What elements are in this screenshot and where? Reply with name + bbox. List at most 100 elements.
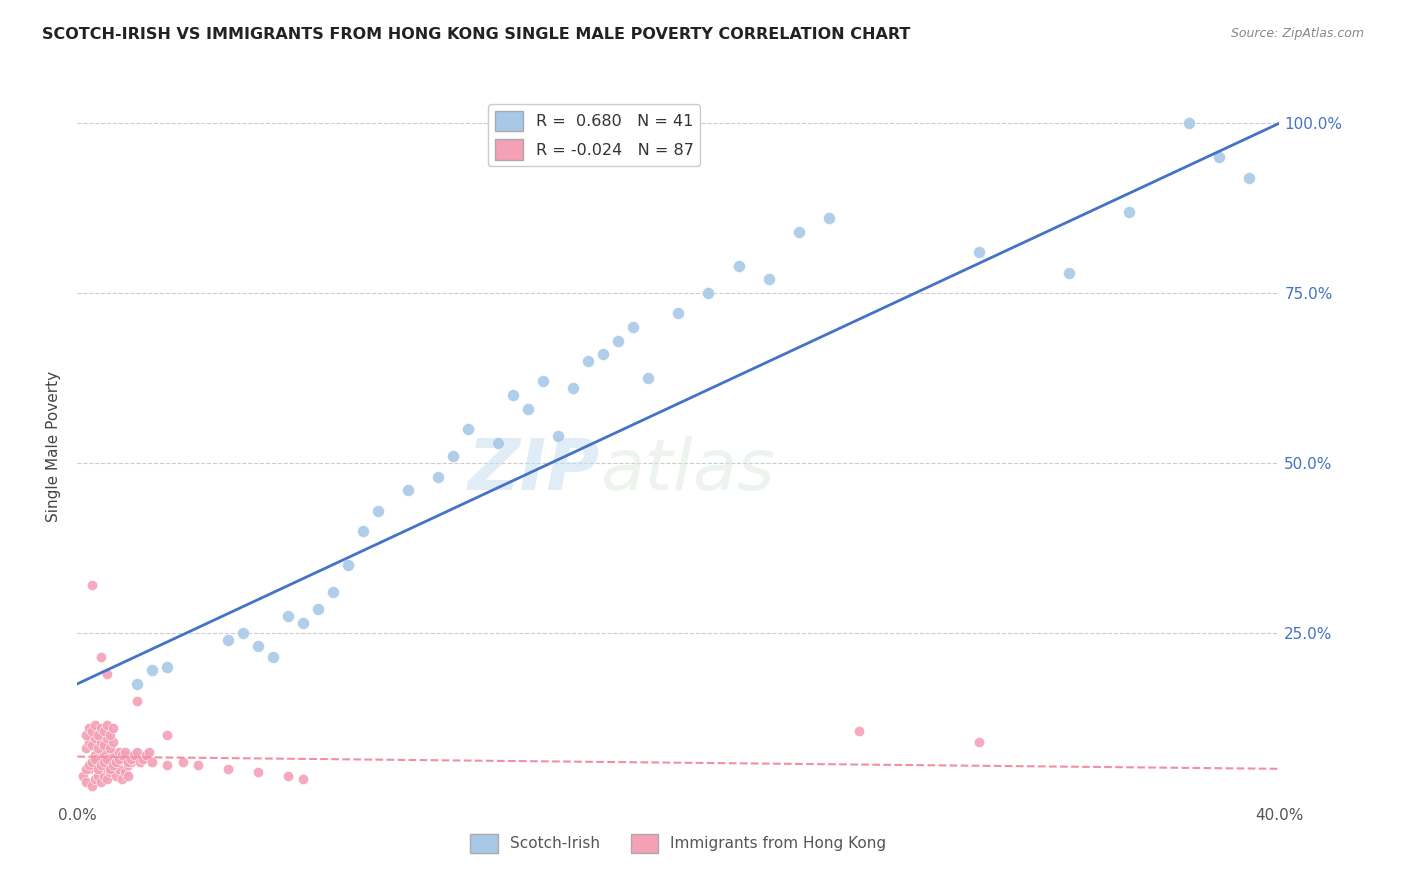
Point [697,286,720,301]
Point [129,755,152,769]
Point [120,755,142,769]
Point [141,663,163,677]
Point [156,660,179,674]
Point [396,483,419,498]
Point [156,758,179,772]
Point [79,734,101,748]
Point [93,755,115,769]
Text: Source: ZipAtlas.com: Source: ZipAtlas.com [1230,27,1364,40]
Point [117,755,139,769]
Point [82,578,104,592]
Point [103,721,125,735]
Point [87,728,110,742]
Point [79,762,101,776]
Point [367,503,389,517]
Point [457,422,479,436]
Point [75,728,97,742]
Point [967,245,990,260]
Point [87,762,110,776]
Point [352,524,374,538]
Point [82,724,104,739]
Point [1057,266,1080,280]
Point [93,745,115,759]
Text: ZIP: ZIP [468,436,600,506]
Point [84,748,107,763]
Point [967,734,990,748]
Point [262,649,284,664]
Point [96,731,118,746]
Point [291,615,314,630]
Point [547,429,569,443]
Point [84,731,107,746]
Point [486,435,509,450]
Point [441,449,464,463]
Point [90,758,112,772]
Point [105,769,128,783]
Point [75,741,97,756]
Point [79,758,101,772]
Point [114,745,136,759]
Point [87,769,110,783]
Point [127,745,149,759]
Point [103,748,125,763]
Point [103,734,125,748]
Point [156,728,179,742]
Point [1118,204,1140,219]
Point [758,272,780,286]
Point [100,765,122,780]
Point [84,772,107,786]
Point [105,755,128,769]
Point [124,748,146,763]
Point [1178,116,1201,130]
Point [105,755,128,769]
Point [217,632,239,647]
Point [90,751,112,765]
Point [72,769,94,783]
Point [108,762,131,776]
Y-axis label: Single Male Poverty: Single Male Poverty [46,370,62,522]
Point [817,211,839,226]
Point [87,758,110,772]
Point [111,751,134,765]
Point [96,762,118,776]
Point [100,755,122,769]
Point [531,375,554,389]
Point [93,769,115,783]
Point [93,724,115,739]
Point [132,751,155,765]
Point [621,320,644,334]
Point [82,755,104,769]
Point [90,649,112,664]
Point [502,388,524,402]
Legend: Scotch-Irish, Immigrants from Hong Kong: Scotch-Irish, Immigrants from Hong Kong [464,828,893,859]
Point [187,758,209,772]
Point [637,371,659,385]
Point [96,717,118,731]
Point [111,748,134,763]
Point [108,745,131,759]
Point [93,738,115,752]
Point [246,765,269,780]
Point [727,259,749,273]
Point [114,748,136,763]
Point [100,762,122,776]
Point [111,772,134,786]
Point [82,738,104,752]
Text: atlas: atlas [600,436,775,506]
Point [75,762,97,776]
Point [79,721,101,735]
Point [576,354,599,368]
Point [427,469,450,483]
Point [90,775,112,789]
Point [117,758,139,772]
Point [96,751,118,765]
Point [103,758,125,772]
Point [562,381,585,395]
Point [668,306,690,320]
Point [138,745,160,759]
Point [336,558,359,572]
Point [517,401,540,416]
Point [291,772,314,786]
Point [172,755,194,769]
Point [307,602,329,616]
